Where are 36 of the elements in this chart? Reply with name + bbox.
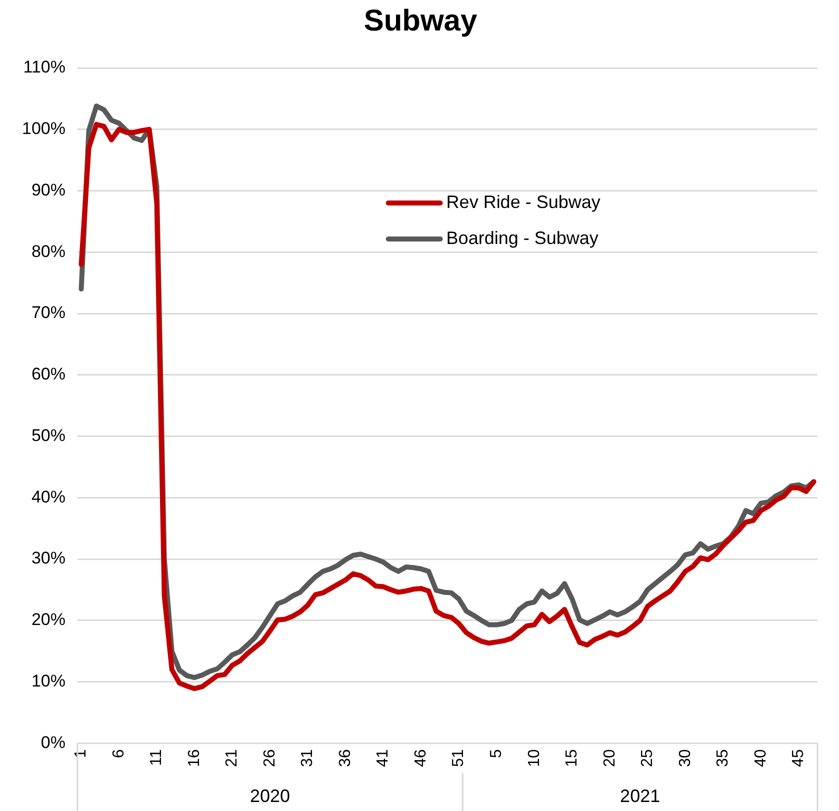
x-tick-label: 16 bbox=[186, 749, 203, 767]
y-tick-label: 0% bbox=[40, 732, 66, 752]
x-tick-label: 36 bbox=[336, 749, 354, 767]
x-tick-label: 15 bbox=[564, 749, 581, 767]
x-tick-label: 31 bbox=[299, 749, 316, 767]
x-tick-label: 20 bbox=[601, 749, 618, 767]
x-tick-label: 11 bbox=[148, 749, 166, 766]
y-tick-label: 20% bbox=[31, 610, 66, 630]
y-tick-label: 10% bbox=[31, 672, 66, 691]
x-tick-label: 25 bbox=[639, 749, 656, 767]
y-tick-label: 40% bbox=[31, 487, 66, 506]
x-tick-label: 6 bbox=[110, 749, 128, 758]
y-tick-label: 50% bbox=[31, 426, 66, 445]
y-tick-label: 110% bbox=[23, 58, 66, 77]
y-tick-label: 80% bbox=[31, 242, 66, 261]
x-tick-label: 45 bbox=[790, 749, 808, 767]
y-tick-label: 90% bbox=[31, 180, 66, 200]
x-tick-label: 21 bbox=[224, 749, 241, 767]
y-tick-label: 100% bbox=[22, 119, 66, 138]
x-tick-label: 40 bbox=[752, 749, 770, 767]
x-tick-label: 35 bbox=[714, 749, 732, 767]
text: 2020 bbox=[250, 786, 290, 806]
x-tick-label: 46 bbox=[412, 749, 430, 767]
x-tick-label: 26 bbox=[261, 749, 278, 767]
legend-label: Boarding - Subway bbox=[446, 228, 598, 248]
legend-label: Rev Ride - Subway bbox=[446, 192, 600, 212]
chart-title: Subway bbox=[364, 4, 478, 38]
x-tick-label: 30 bbox=[676, 749, 694, 767]
y-tick-label: 70% bbox=[31, 303, 66, 322]
x-tick-label: 10 bbox=[526, 749, 543, 767]
y-tick-label: 30% bbox=[31, 548, 66, 568]
y-tick-label: 60% bbox=[31, 364, 66, 384]
x-tick-label: 41 bbox=[374, 749, 392, 767]
x-tick-label: 51 bbox=[450, 749, 468, 767]
text: 2021 bbox=[620, 786, 660, 806]
x-tick-label: 5 bbox=[488, 749, 505, 758]
